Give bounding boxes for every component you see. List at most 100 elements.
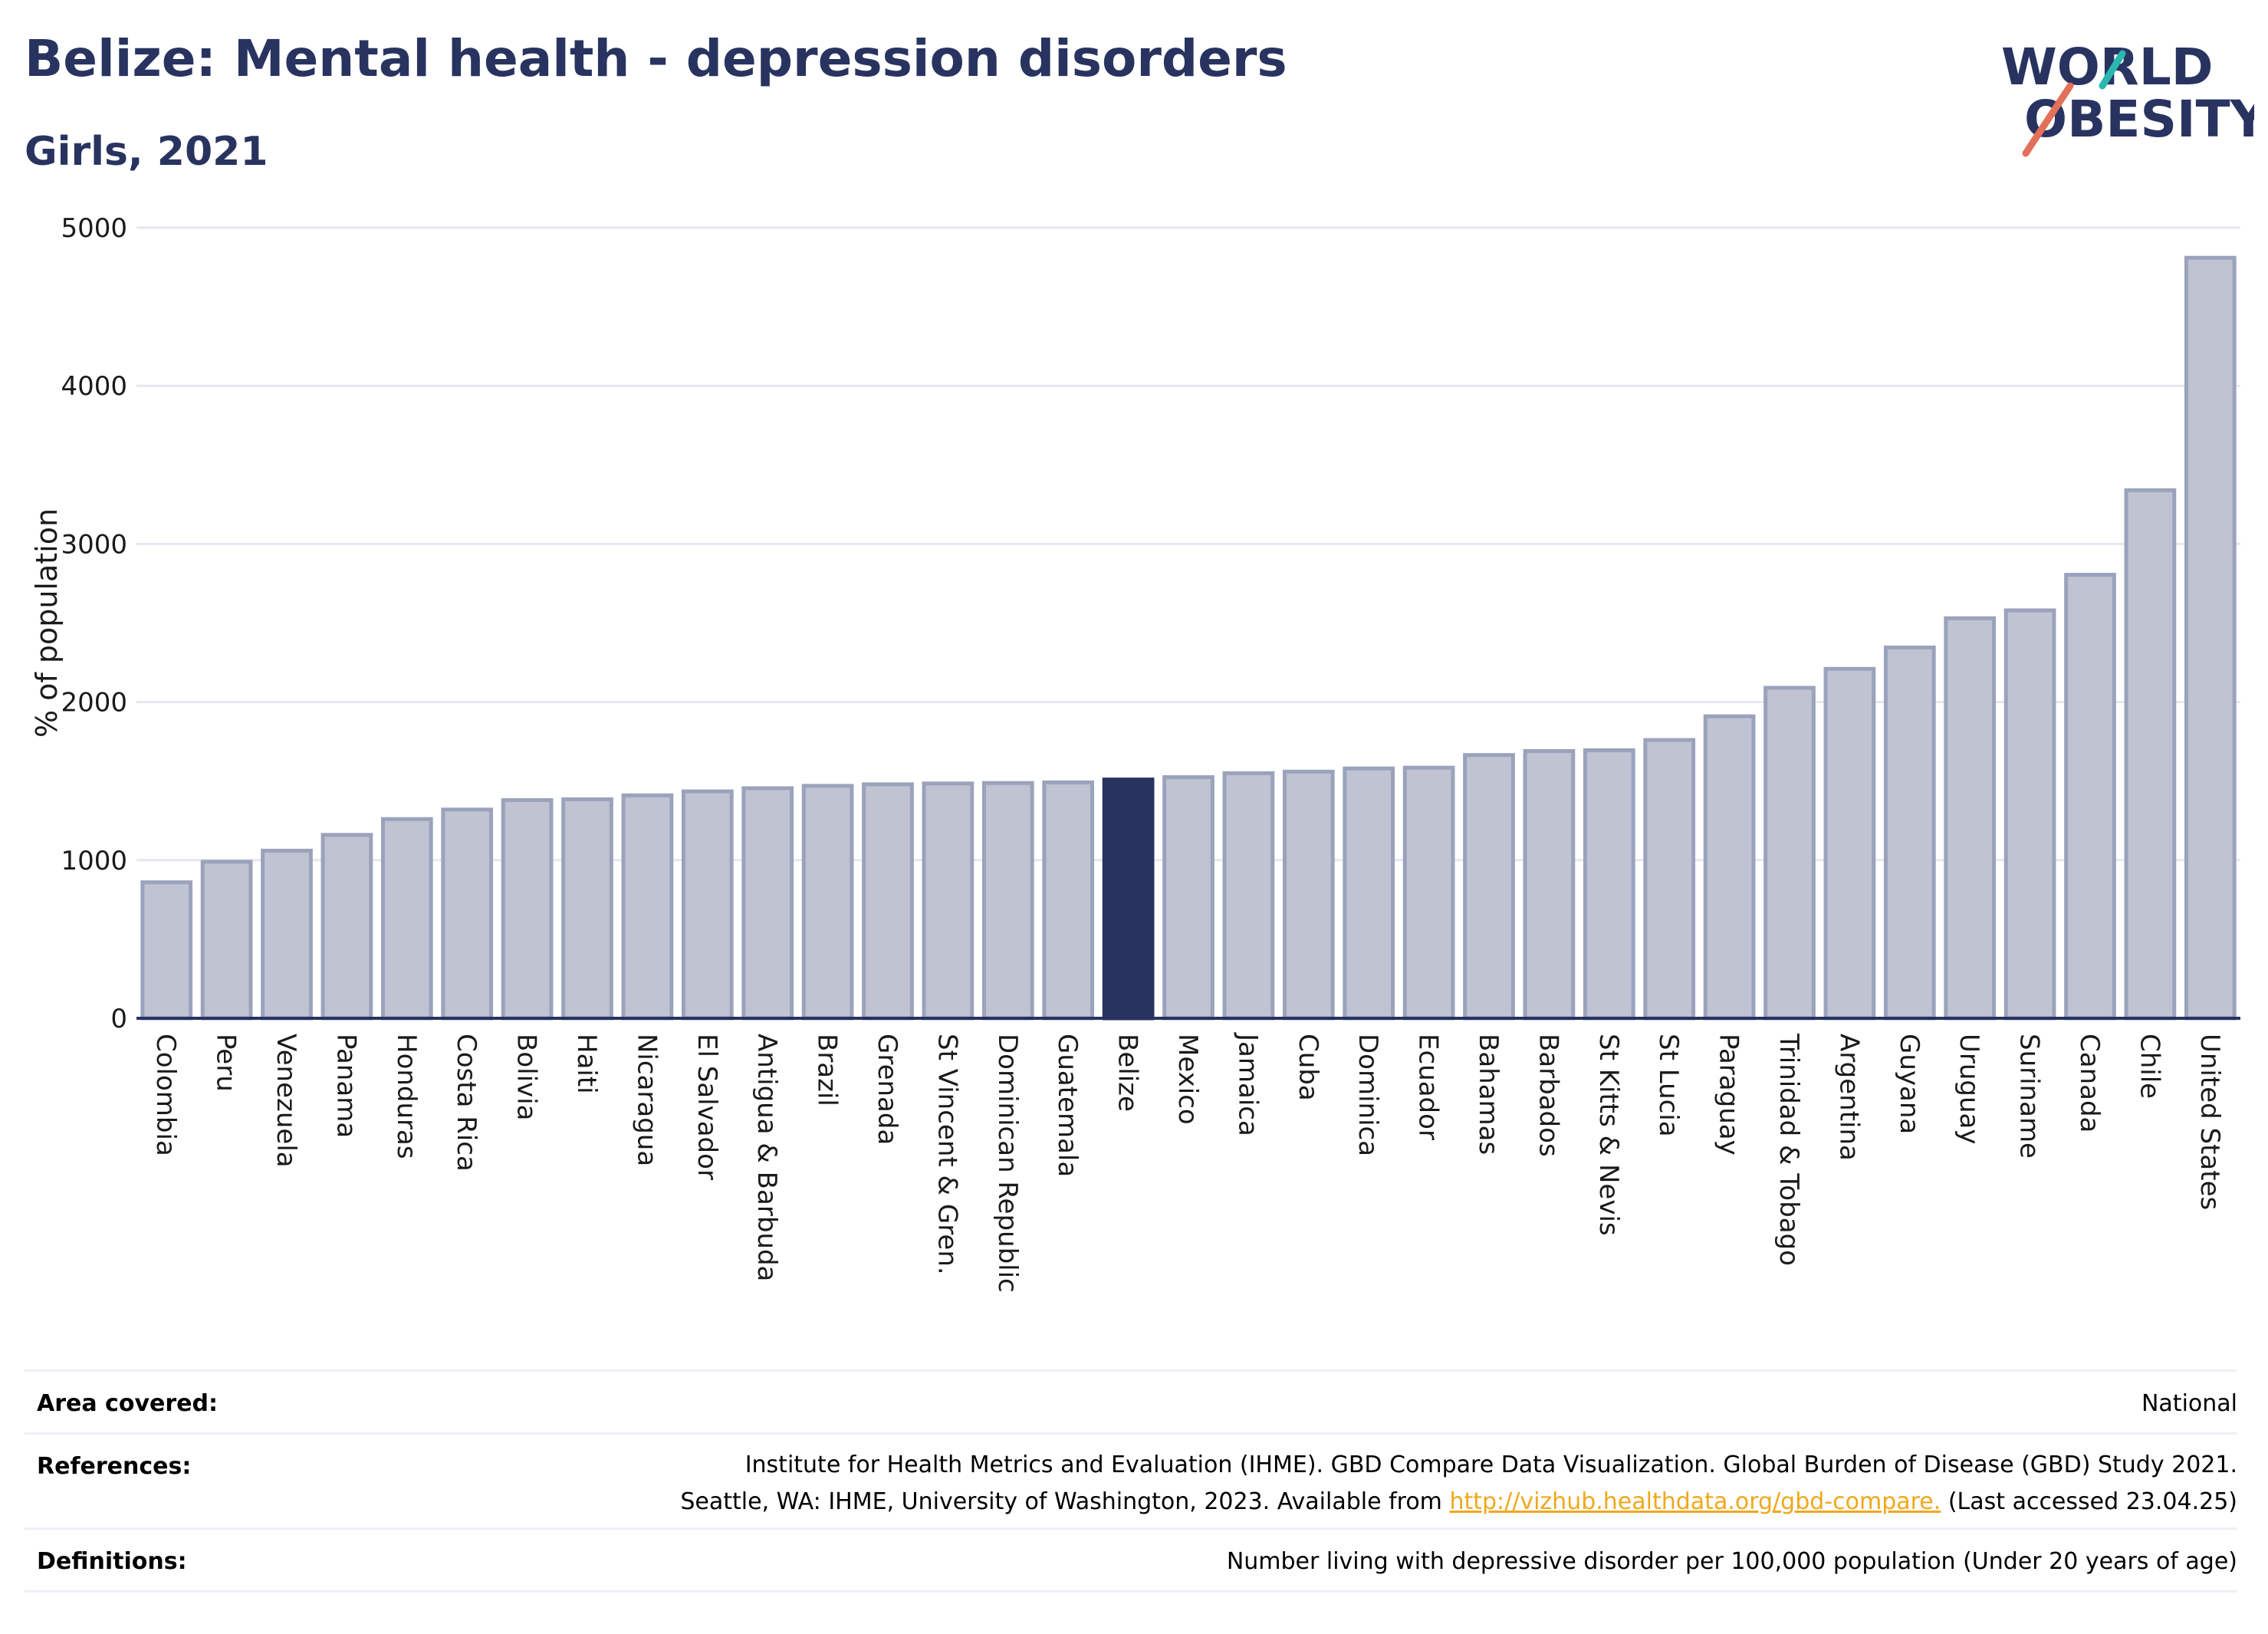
bar-st-lucia — [1643, 738, 1696, 1021]
bar-ecuador — [1402, 765, 1455, 1021]
logo-slash-teal — [2099, 50, 2126, 90]
references-line2: Seattle, WA: IHME, University of Washing… — [680, 1484, 2237, 1521]
x-tick-label: Ecuador — [1413, 1034, 1444, 1140]
references-label: References: — [37, 1453, 192, 1480]
bar-colombia — [140, 880, 193, 1021]
x-tick-label: Dominica — [1353, 1034, 1383, 1156]
x-tick-label: Dominican Republic — [992, 1034, 1023, 1293]
x-tick-label: Bahamas — [1473, 1034, 1504, 1155]
bar-mexico — [1162, 775, 1215, 1021]
bar-paraguay — [1703, 714, 1756, 1021]
references-line2-post: (Last accessed 23.04.25) — [1941, 1488, 2237, 1515]
world-obesity-logo: WORLD OBESITY — [1994, 31, 2268, 169]
logo-graphic: WORLD OBESITY — [2001, 38, 2268, 157]
y-tick-label: 5000 — [61, 213, 127, 244]
y-tick-label: 0 — [110, 1004, 127, 1034]
bar-venezuela — [261, 848, 313, 1021]
bar-antigua-barbuda — [741, 786, 794, 1021]
y-tick-label: 2000 — [61, 688, 127, 718]
x-tick-label: Cuba — [1293, 1034, 1323, 1101]
bar-jamaica — [1222, 771, 1275, 1021]
x-tick-label: United States — [2194, 1034, 2225, 1210]
bar-panama — [320, 833, 373, 1021]
area-covered-value: National — [2141, 1390, 2237, 1417]
definitions-label: Definitions: — [37, 1548, 187, 1575]
bar-belize — [1102, 778, 1155, 1021]
footer-references-row: References: Institute for Health Metrics… — [25, 1432, 2237, 1530]
bar-bahamas — [1463, 753, 1515, 1021]
y-tick-label: 4000 — [61, 371, 127, 402]
x-tick-label: Peru — [211, 1034, 242, 1092]
x-tick-label: Paraguay — [1714, 1034, 1744, 1156]
x-tick-label: Mexico — [1172, 1034, 1203, 1125]
bar-argentina — [1823, 666, 1876, 1021]
x-tick-label: Antigua & Barbuda — [751, 1034, 782, 1281]
x-tick-label: Guyana — [1894, 1034, 1925, 1134]
x-tick-label: Suriname — [2014, 1034, 2045, 1159]
bar-peru — [200, 860, 253, 1021]
x-tick-label: Haiti — [571, 1034, 602, 1094]
bar-bolivia — [501, 797, 554, 1021]
bar-guatemala — [1042, 780, 1095, 1021]
references-line1: Institute for Health Metrics and Evaluat… — [744, 1452, 2237, 1478]
bar-suriname — [2003, 608, 2056, 1021]
x-tick-label: Brazil — [812, 1034, 843, 1106]
area-covered-label: Area covered: — [37, 1390, 218, 1417]
x-tick-label: Belize — [1113, 1034, 1143, 1112]
references-line2-pre: Seattle, WA: IHME, University of Washing… — [680, 1488, 1450, 1515]
x-tick-label: Trinidad & Tobago — [1773, 1033, 1804, 1266]
references-link[interactable]: http://vizhub.healthdata.org/gbd-compare… — [1449, 1488, 1941, 1515]
y-tick-label: 3000 — [61, 529, 127, 560]
x-tick-label: Uruguay — [1954, 1034, 1984, 1145]
bar-uruguay — [1944, 616, 1997, 1021]
bar-dominican-republic — [981, 781, 1034, 1021]
bar-canada — [2064, 573, 2116, 1021]
x-tick-label: El Salvador — [692, 1034, 722, 1180]
bar-united-states — [2184, 255, 2237, 1021]
logo-slash-red — [2022, 82, 2074, 157]
x-tick-label: Jamaica — [1232, 1032, 1263, 1136]
footer-definitions-row: Definitions: Number living with depressi… — [25, 1527, 2237, 1593]
y-tick-label: 1000 — [61, 846, 127, 876]
x-tick-label: Bolivia — [511, 1034, 542, 1120]
bar-haiti — [561, 797, 613, 1021]
bar-cuba — [1282, 769, 1335, 1021]
bar-st-kitts-nevis — [1583, 748, 1635, 1021]
chart-title: Belize: Mental health - depression disor… — [25, 29, 1287, 88]
bar-grenada — [862, 782, 914, 1021]
bar-brazil — [801, 784, 854, 1021]
bar-costa-rica — [441, 807, 494, 1021]
bar-guyana — [1883, 645, 1936, 1021]
x-tick-label: Venezuela — [271, 1034, 301, 1168]
bar-barbados — [1523, 749, 1576, 1021]
x-tick-label: Grenada — [872, 1034, 902, 1145]
definitions-value: Number living with depressive disorder p… — [1226, 1548, 2237, 1575]
footer-bottom-rule — [25, 1590, 2237, 1593]
x-tick-label: Honduras — [391, 1034, 422, 1159]
bar-trinidad-tobago — [1763, 685, 1816, 1021]
x-tick-label: Barbados — [1533, 1034, 1563, 1157]
x-tick-label: St Vincent & Gren. — [932, 1034, 962, 1275]
references-value: Institute for Health Metrics and Evaluat… — [680, 1447, 2237, 1521]
bar-dominica — [1343, 766, 1395, 1021]
x-tick-label: Canada — [2074, 1034, 2105, 1133]
y-axis-label: % of population — [30, 508, 64, 738]
logo-line1: WORLD — [2001, 38, 2214, 97]
x-tick-label: Costa Rica — [451, 1034, 482, 1172]
chart-subtitle: Girls, 2021 — [25, 129, 268, 175]
x-tick-label: St Kitts & Nevis — [1593, 1034, 1624, 1236]
x-tick-label: Chile — [2134, 1034, 2164, 1099]
bar-chart: 0 1000 2000 3000 4000 5000 % of population Colo… — [30, 213, 2240, 1293]
x-tick-label: Argentina — [1833, 1034, 1864, 1161]
x-tick-label: Panama — [330, 1034, 361, 1138]
bar-chile — [2124, 488, 2177, 1021]
x-tick-label: Colombia — [150, 1034, 181, 1156]
x-tick-label: Guatemala — [1052, 1034, 1083, 1177]
x-tick-label: St Lucia — [1653, 1034, 1684, 1137]
bar-el-salvador — [681, 789, 734, 1021]
footer-area-row: Area covered: National — [25, 1369, 2237, 1435]
x-tick-label: Nicaragua — [631, 1034, 662, 1166]
bar-nicaragua — [621, 793, 674, 1021]
bar-st-vincent-gren- — [922, 781, 975, 1021]
bar-honduras — [380, 817, 433, 1021]
